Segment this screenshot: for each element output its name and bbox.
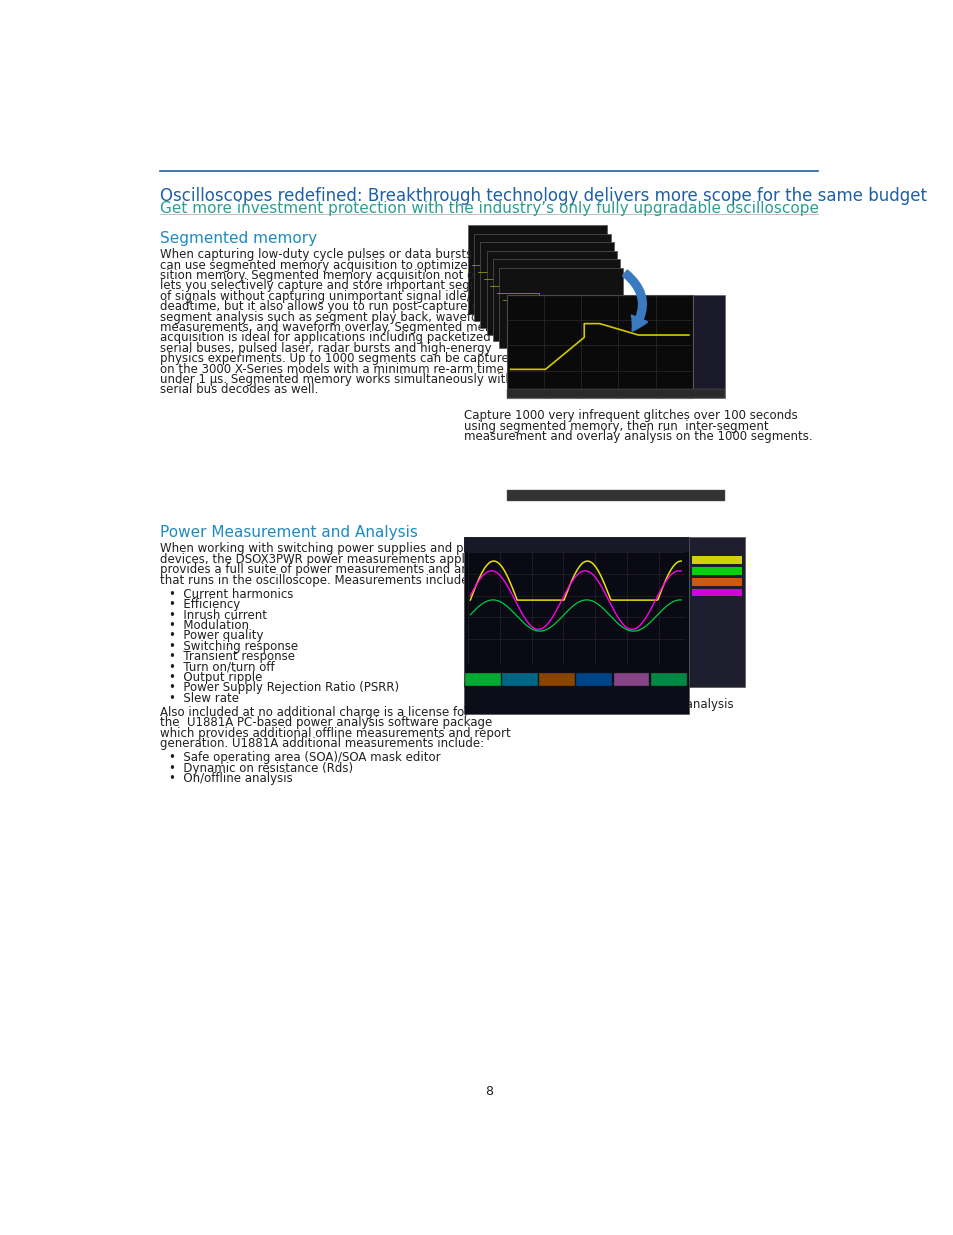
Text: An example screen for power quality analysis: An example screen for power quality anal… (464, 698, 733, 711)
Text: •  Current harmonics: • Current harmonics (169, 588, 293, 601)
Text: •  Transient response: • Transient response (169, 651, 294, 663)
Text: •  Inrush current: • Inrush current (169, 609, 267, 621)
Bar (506, 490, 724, 501)
Bar (692, 294, 724, 399)
Bar (464, 673, 500, 685)
Text: Power Measurement and Analysis: Power Measurement and Analysis (159, 526, 417, 541)
Text: serial buses, pulsed laser, radar bursts and high-energy: serial buses, pulsed laser, radar bursts… (159, 342, 491, 354)
Text: •  Modulation: • Modulation (169, 619, 249, 632)
Bar (691, 556, 740, 564)
Text: sition memory. Segmented memory acquisition not only: sition memory. Segmented memory acquisit… (159, 269, 491, 282)
Bar (688, 537, 744, 687)
Text: Segmented memory: Segmented memory (159, 231, 316, 246)
Bar (493, 259, 619, 341)
Text: •  Switching response: • Switching response (169, 640, 297, 653)
Text: under 1 μs. Segmented memory works simultaneously with: under 1 μs. Segmented memory works simul… (159, 373, 512, 387)
Text: devices, the DSOX3PWR power measurements application: devices, the DSOX3PWR power measurements… (159, 553, 503, 566)
Text: Oscilloscopes redefined: Breakthrough technology delivers more scope for the sam: Oscilloscopes redefined: Breakthrough te… (159, 186, 925, 205)
Text: on the 3000 X-Series models with a minimum re-arm time: on the 3000 X-Series models with a minim… (159, 363, 503, 375)
Bar (691, 589, 740, 597)
Text: •  Safe operating area (SOA)/SOA mask editor: • Safe operating area (SOA)/SOA mask edi… (169, 751, 440, 764)
Text: When capturing low-duty cycle pulses or data bursts, you: When capturing low-duty cycle pulses or … (159, 248, 500, 262)
Text: deadtime, but it also allows you to run post-capture inter-: deadtime, but it also allows you to run … (159, 300, 502, 314)
Bar (464, 537, 688, 552)
Text: segment analysis such as segment play back, waveform: segment analysis such as segment play ba… (159, 311, 494, 324)
Text: •  On/offline analysis: • On/offline analysis (169, 772, 293, 785)
Text: which provides additional offline measurements and report: which provides additional offline measur… (159, 727, 510, 740)
Text: •  Slew rate: • Slew rate (169, 692, 238, 705)
Text: lets you selectively capture and store important segments: lets you selectively capture and store i… (159, 279, 506, 293)
Bar (691, 578, 740, 585)
Text: physics experiments. Up to 1000 segments can be captured: physics experiments. Up to 1000 segments… (159, 352, 516, 366)
Text: of signals without capturing unimportant signal idle/: of signals without capturing unimportant… (159, 290, 470, 303)
Text: can use segmented memory acquisition to optimize acqui-: can use segmented memory acquisition to … (159, 258, 507, 272)
Text: generation. U1881A additional measurements include:: generation. U1881A additional measuremen… (159, 737, 483, 750)
Bar (613, 673, 649, 685)
Bar (474, 233, 610, 321)
Bar (468, 225, 607, 314)
Text: provides a full suite of power measurements and analysis: provides a full suite of power measureme… (159, 563, 501, 577)
Text: using segmented memory, then run  inter-segment: using segmented memory, then run inter-s… (464, 420, 768, 432)
FancyArrowPatch shape (622, 270, 646, 331)
Text: •  Turn on/turn off: • Turn on/turn off (169, 661, 274, 673)
Bar (650, 673, 686, 685)
Text: •  Output ripple: • Output ripple (169, 671, 262, 684)
Bar (576, 673, 612, 685)
Text: measurement and overlay analysis on the 1000 segments.: measurement and overlay analysis on the … (464, 430, 812, 443)
Text: •  Power quality: • Power quality (169, 630, 263, 642)
Text: acquisition is ideal for applications including packetized: acquisition is ideal for applications in… (159, 331, 490, 345)
Text: •  Power Supply Rejection Ratio (PSRR): • Power Supply Rejection Ratio (PSRR) (169, 682, 398, 694)
Text: Capture 1000 very infrequent glitches over 100 seconds: Capture 1000 very infrequent glitches ov… (464, 409, 797, 422)
Bar (506, 294, 692, 399)
Bar (498, 268, 622, 348)
Text: 8: 8 (484, 1086, 493, 1098)
Text: Agilent: Agilent (697, 300, 720, 305)
Text: that runs in the oscilloscope. Measurements include:: that runs in the oscilloscope. Measureme… (159, 573, 472, 587)
Text: Also included at no additional charge is a license for: Also included at no additional charge is… (159, 706, 468, 719)
Text: the  U1881A PC-based power analysis software package: the U1881A PC-based power analysis softw… (159, 716, 492, 730)
Text: When working with switching power supplies and power: When working with switching power suppli… (159, 542, 492, 556)
Bar (691, 567, 740, 574)
Bar (486, 251, 617, 335)
Text: •  Dynamic on resistance (Rds): • Dynamic on resistance (Rds) (169, 762, 353, 774)
Bar (464, 537, 688, 687)
Bar (464, 683, 688, 714)
Text: •  Efficiency: • Efficiency (169, 598, 240, 611)
Text: measurements, and waveform overlay. Segmented memory: measurements, and waveform overlay. Segm… (159, 321, 515, 333)
Text: serial bus decodes as well.: serial bus decodes as well. (159, 383, 317, 396)
Text: Get more investment protection with the industry’s only fully upgradable oscillo: Get more investment protection with the … (159, 200, 818, 216)
Bar (501, 673, 537, 685)
Bar (506, 389, 724, 399)
Text: Agilent: Agilent (700, 543, 732, 552)
Bar (538, 673, 575, 685)
Bar (480, 242, 613, 327)
